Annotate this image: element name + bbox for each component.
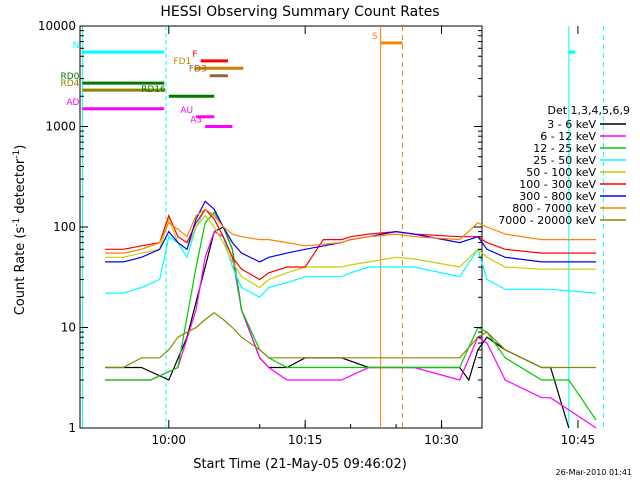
legend-label-7: 800 - 7000 keV <box>512 202 596 215</box>
x-tick-label-0: 10:00 <box>151 433 186 447</box>
y-axis-label: Count Rate (s-1 detector-1) <box>12 145 28 316</box>
x-tick-label-3: 10:45 <box>561 433 596 447</box>
flag-label-s: S <box>372 32 378 42</box>
series-line-3 <box>105 208 597 298</box>
series-line-2 <box>105 211 597 421</box>
y-tick-label-0: 1 <box>68 421 76 435</box>
series-line-0 <box>105 226 570 429</box>
legend-label-4: 50 - 100 keV <box>526 166 596 179</box>
flag-label-f: F <box>192 50 197 60</box>
legend-label-6: 300 - 800 keV <box>519 190 596 203</box>
flag-label-ad: AD <box>66 98 79 108</box>
legend-label-0: 3 - 6 keV <box>547 118 596 131</box>
y-axis-ticks: 1 10 100 1000 10000 <box>38 19 482 435</box>
flag-label-a3: A3 <box>190 116 202 126</box>
chart-title: HESSI Observing Summary Count Rates <box>160 4 439 20</box>
flag-label-fd1: FD1 <box>173 57 191 67</box>
y-axis-label-sup2: -1 <box>12 150 22 159</box>
series-line-6 <box>105 200 597 263</box>
legend-label-2: 12 - 25 keV <box>533 142 596 155</box>
legend-label-8: 7000 - 20000 keV <box>498 214 596 227</box>
y-axis-label-sup1: -1 <box>12 218 22 227</box>
footer-timestamp: 26-Mar-2010 01:41 <box>556 468 633 477</box>
series-line-1 <box>105 230 597 429</box>
x-axis-label: Start Time (21-May-05 09:46:02) <box>193 457 407 472</box>
flag-label-rd16: RD16 <box>141 85 166 95</box>
x-tick-label-1: 10:15 <box>288 433 323 447</box>
series-line-4 <box>105 214 597 289</box>
legend-title: Det 1,3,4,5,6,9 <box>547 104 630 117</box>
flag-label-rd0: RD0 <box>60 72 79 82</box>
y-axis-label-end: ) <box>13 145 28 150</box>
flag-label-au: AU <box>180 106 193 116</box>
y-tick-label-2: 100 <box>53 220 76 234</box>
series-line-7 <box>105 208 597 254</box>
legend-label-3: 25 - 50 keV <box>533 154 596 167</box>
y-tick-label-1: 10 <box>61 321 76 335</box>
x-tick-label-2: 10:30 <box>424 433 459 447</box>
flag-label-n: N <box>73 41 80 51</box>
y-tick-label-4: 10000 <box>38 19 76 33</box>
flag-label-rd4: RD4 <box>60 79 79 89</box>
y-tick-label-3: 1000 <box>45 120 76 134</box>
series-line-8 <box>105 312 597 369</box>
flag-label-fd3: FD3 <box>189 65 207 75</box>
legend-label-5: 100 - 300 keV <box>519 178 596 191</box>
series-line-5 <box>105 208 597 281</box>
y-axis-label-mid: detector <box>13 158 28 218</box>
y-axis-label-base: Count Rate (s <box>13 227 28 316</box>
legend-label-1: 6 - 12 keV <box>540 130 596 143</box>
